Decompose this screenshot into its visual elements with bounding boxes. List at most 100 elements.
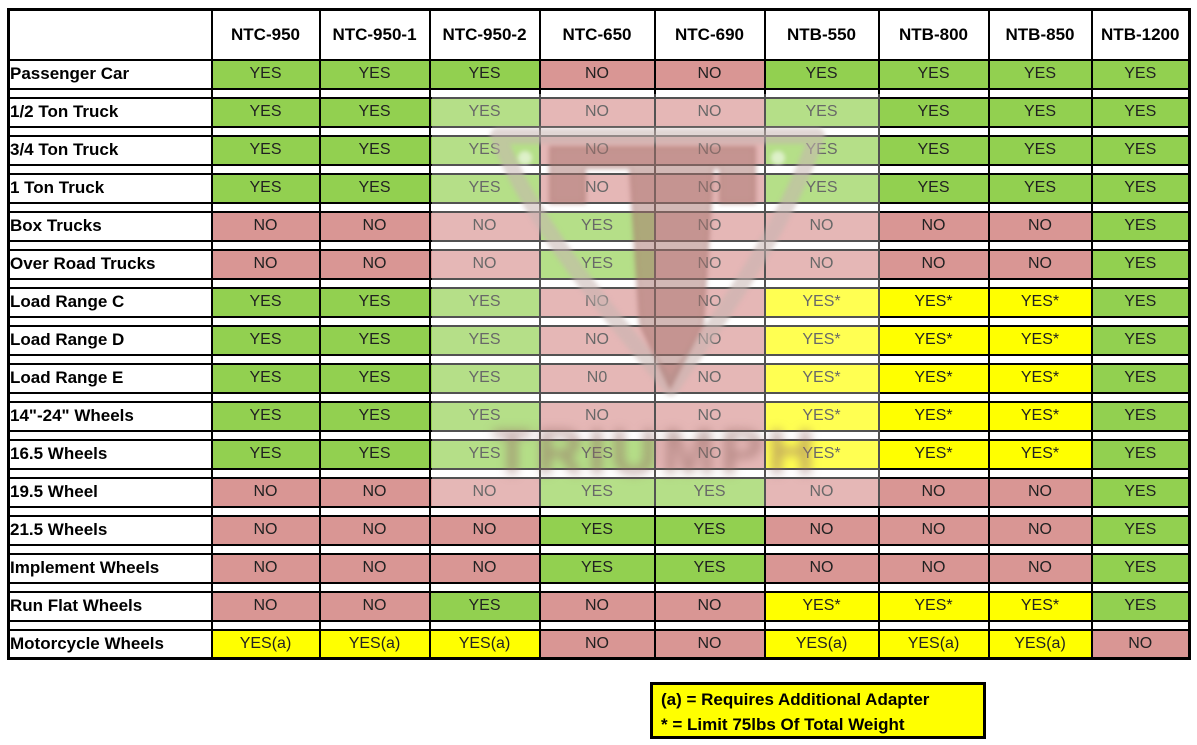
value-cell: NO <box>653 210 766 242</box>
value-cell: YES <box>1090 286 1191 318</box>
value-cell: NO <box>210 248 321 280</box>
spacer-cell <box>987 467 1093 479</box>
value-cell: NO <box>318 476 431 508</box>
value-cell: NO <box>210 552 321 584</box>
value-cell: NO <box>877 248 990 280</box>
spacer-cell <box>763 315 880 327</box>
spacer-row <box>7 391 1191 403</box>
value-cell: YES <box>428 362 541 394</box>
spacer-cell <box>653 391 766 403</box>
spacer-cell <box>1090 239 1191 251</box>
spacer-cell <box>877 353 990 365</box>
spacer-cell <box>318 505 431 517</box>
value-cell: NO <box>653 96 766 128</box>
value-cell: NO <box>763 552 880 584</box>
value-cell: NO <box>763 210 880 242</box>
value-cell: YES <box>318 400 431 432</box>
value-cell: YES <box>1090 438 1191 470</box>
spacer-cell <box>653 467 766 479</box>
spacer-cell <box>653 125 766 137</box>
value-cell: YES* <box>763 362 880 394</box>
value-cell: YES* <box>763 590 880 622</box>
row-label: Load Range C <box>7 286 213 318</box>
value-cell: NO <box>428 552 541 584</box>
spacer-cell <box>653 581 766 593</box>
spacer-cell <box>653 87 766 99</box>
table-row: Over Road Trucks NO NO NO YES NO NO NO NO YES <box>7 248 1191 280</box>
column-header: NTB-550 <box>763 8 880 61</box>
value-cell: YES* <box>987 286 1093 318</box>
value-cell: NO <box>538 58 656 90</box>
value-cell: NO <box>653 438 766 470</box>
value-cell: YES <box>538 514 656 546</box>
spacer-cell <box>428 163 541 175</box>
value-cell: YES <box>877 172 990 204</box>
column-header: NTB-1200 <box>1090 8 1191 61</box>
table-row: Motorcycle Wheels YES(a) YES(a) YES(a) NO NO Y… <box>7 628 1191 660</box>
row-label: Run Flat Wheels <box>7 590 213 622</box>
value-cell: NO <box>538 96 656 128</box>
spacer-cell <box>538 619 656 631</box>
spacer-row <box>7 277 1191 289</box>
spacer-cell <box>653 353 766 365</box>
table-row: Run Flat Wheels NO NO YES NO NO YES* YES* YES* YE… <box>7 590 1191 622</box>
value-cell: YES <box>428 438 541 470</box>
spacer-cell <box>538 581 656 593</box>
spacer-cell <box>1090 315 1191 327</box>
column-header: NTB-800 <box>877 8 990 61</box>
value-cell: YES(a) <box>877 628 990 660</box>
spacer-cell <box>1090 125 1191 137</box>
value-cell: YES <box>1090 514 1191 546</box>
spacer-cell <box>428 429 541 441</box>
spacer-cell <box>538 201 656 213</box>
value-cell: NO <box>428 476 541 508</box>
spacer-cell <box>318 619 431 631</box>
value-cell: NO <box>318 552 431 584</box>
spacer-cell <box>763 277 880 289</box>
value-cell: YES <box>877 96 990 128</box>
spacer-row <box>7 429 1191 441</box>
value-cell: NO <box>210 514 321 546</box>
value-cell: NO <box>538 172 656 204</box>
spacer-cell <box>987 87 1093 99</box>
value-cell: YES <box>763 172 880 204</box>
row-label: 1 Ton Truck <box>7 172 213 204</box>
value-cell: NO <box>653 324 766 356</box>
spacer-cell <box>763 505 880 517</box>
spacer-cell <box>1090 277 1191 289</box>
spacer-cell <box>7 201 213 213</box>
spacer-cell <box>653 277 766 289</box>
value-cell: YES <box>428 324 541 356</box>
spacer-cell <box>428 277 541 289</box>
column-header: NTC-650 <box>538 8 656 61</box>
spacer-cell <box>653 201 766 213</box>
value-cell: YES <box>653 514 766 546</box>
value-cell: YES* <box>987 400 1093 432</box>
spacer-cell <box>7 543 213 555</box>
value-cell: YES <box>1090 248 1191 280</box>
value-cell: YES <box>877 134 990 166</box>
spacer-cell <box>428 239 541 251</box>
value-cell: YES(a) <box>428 628 541 660</box>
spacer-cell <box>538 505 656 517</box>
spacer-cell <box>428 125 541 137</box>
value-cell: YES <box>210 172 321 204</box>
spacer-cell <box>877 391 990 403</box>
spacer-row <box>7 315 1191 327</box>
spacer-cell <box>877 581 990 593</box>
value-cell: NO <box>428 514 541 546</box>
value-cell: NO <box>653 590 766 622</box>
spacer-row <box>7 239 1191 251</box>
spacer-cell <box>763 87 880 99</box>
spacer-cell <box>987 581 1093 593</box>
value-cell: YES <box>210 362 321 394</box>
value-cell: YES <box>1090 172 1191 204</box>
value-cell: YES* <box>987 362 1093 394</box>
spacer-cell <box>538 315 656 327</box>
spacer-cell <box>428 353 541 365</box>
value-cell: YES <box>318 286 431 318</box>
spacer-row <box>7 467 1191 479</box>
spacer-cell <box>318 277 431 289</box>
spacer-cell <box>318 429 431 441</box>
value-cell: NO <box>987 476 1093 508</box>
